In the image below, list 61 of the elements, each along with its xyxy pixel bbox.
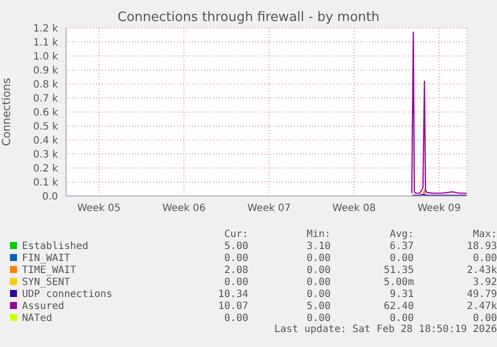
x-tick-label: Week 05: [77, 203, 121, 214]
text: 0.00: [306, 264, 331, 276]
legend-label: FIN_WAIT: [21, 252, 72, 264]
text: 0.00: [388, 252, 414, 264]
legend-label: Assured: [21, 300, 66, 312]
x-tick-label: Week 09: [417, 203, 461, 214]
y-tick-label: 0.5 k: [33, 122, 58, 133]
text: 49.79: [466, 288, 497, 300]
legend-label: SYN_SENT: [21, 276, 72, 288]
text: 0.00: [306, 276, 331, 288]
x-tick-label: Week 06: [162, 203, 206, 214]
text: 0.00: [472, 312, 497, 324]
text: Last update: Sat Feb 28 18:50:19 2026: [273, 324, 497, 335]
legend-label: Established: [21, 240, 90, 252]
y-tick-label: 1.1 k: [33, 38, 58, 49]
text: 2.47k: [466, 300, 497, 312]
text: 0.00: [306, 252, 331, 264]
text: 10.07: [217, 300, 248, 312]
text: 62.40: [382, 300, 414, 312]
text: 2.43k: [466, 264, 497, 276]
text: 5.00m: [382, 276, 414, 288]
text: 0.00: [306, 312, 331, 324]
x-tick-label: Week 08: [332, 203, 376, 214]
chart-title: Connections through firewall - by month: [116, 10, 380, 25]
text: 0.00: [472, 252, 497, 264]
legend-label: UDP connections: [21, 288, 114, 300]
y-tick-label: 0.1 k: [33, 178, 58, 189]
legend-label: TIME_WAIT: [21, 264, 78, 276]
y-tick-label: 0.2 k: [33, 164, 58, 175]
text: Max:: [472, 228, 497, 240]
text: 0.00: [223, 252, 248, 264]
y-tick-label: 0.9 k: [33, 66, 58, 77]
y-tick-label: 1.2 k: [33, 24, 58, 35]
legend-label: NATed: [21, 312, 54, 324]
text: 0.00: [306, 288, 331, 300]
text: 10.34: [217, 288, 248, 300]
y-tick-label: 0.6 k: [33, 108, 58, 119]
y-tick-label: 1.0 k: [33, 52, 58, 63]
line-series: [411, 32, 467, 194]
y-tick-label: 0.7 k: [33, 94, 58, 105]
text: Cur:: [223, 228, 248, 240]
y-tick-label: 0.0: [42, 192, 58, 203]
text: 3.92: [472, 276, 497, 288]
x-tick-label: Week 07: [247, 203, 291, 214]
text: Avg:: [388, 228, 414, 240]
y-tick-label: 0.4 k: [33, 136, 58, 147]
text: 6.37: [388, 240, 414, 252]
text: 0.00: [223, 312, 248, 324]
text: Min:: [306, 228, 331, 240]
y-tick-label: 0.3 k: [33, 150, 58, 161]
y-tick-label: 0.8 k: [33, 80, 58, 91]
y-axis-title: Connections: [0, 78, 13, 146]
text: 3.10: [306, 240, 331, 252]
text: 51.35: [382, 264, 414, 276]
text: 18.93: [466, 240, 497, 252]
text: 5.00: [223, 240, 248, 252]
text: 0.00: [223, 276, 248, 288]
text: 2.08: [223, 264, 248, 276]
text: 5.00: [306, 300, 331, 312]
text: 0.00: [388, 312, 414, 324]
text: 9.31: [388, 288, 414, 300]
